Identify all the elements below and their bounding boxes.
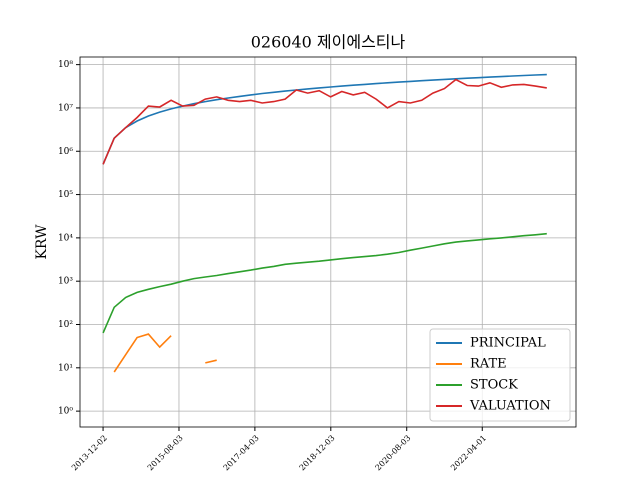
legend-box [429, 328, 571, 422]
y-tick-label: 10³ [58, 277, 73, 287]
y-tick-label: 10⁶ [58, 147, 73, 157]
plot-frame [79, 56, 577, 428]
y-tick-label: 10² [58, 320, 73, 330]
series-line [102, 232, 547, 334]
legend-label: PRINCIPAL [470, 336, 546, 351]
y-tick-label: 10⁸ [58, 60, 73, 70]
y-tick-label: 10¹ [58, 363, 73, 373]
series-line [102, 78, 547, 165]
series-line [102, 73, 547, 165]
y-tick-label: 10⁷ [58, 103, 73, 113]
y-axis-label: KRW [34, 224, 50, 260]
chart-title: 026040 제이에스티나 [251, 33, 406, 52]
series-line [113, 333, 217, 373]
y-tick-label: 10⁵ [58, 190, 73, 200]
legend-label: STOCK [470, 378, 518, 393]
y-tick-label: 10⁴ [58, 233, 73, 243]
legend-label: VALUATION [469, 399, 551, 414]
y-tick-label: 10⁰ [58, 407, 73, 417]
legend-label: RATE [470, 357, 507, 372]
